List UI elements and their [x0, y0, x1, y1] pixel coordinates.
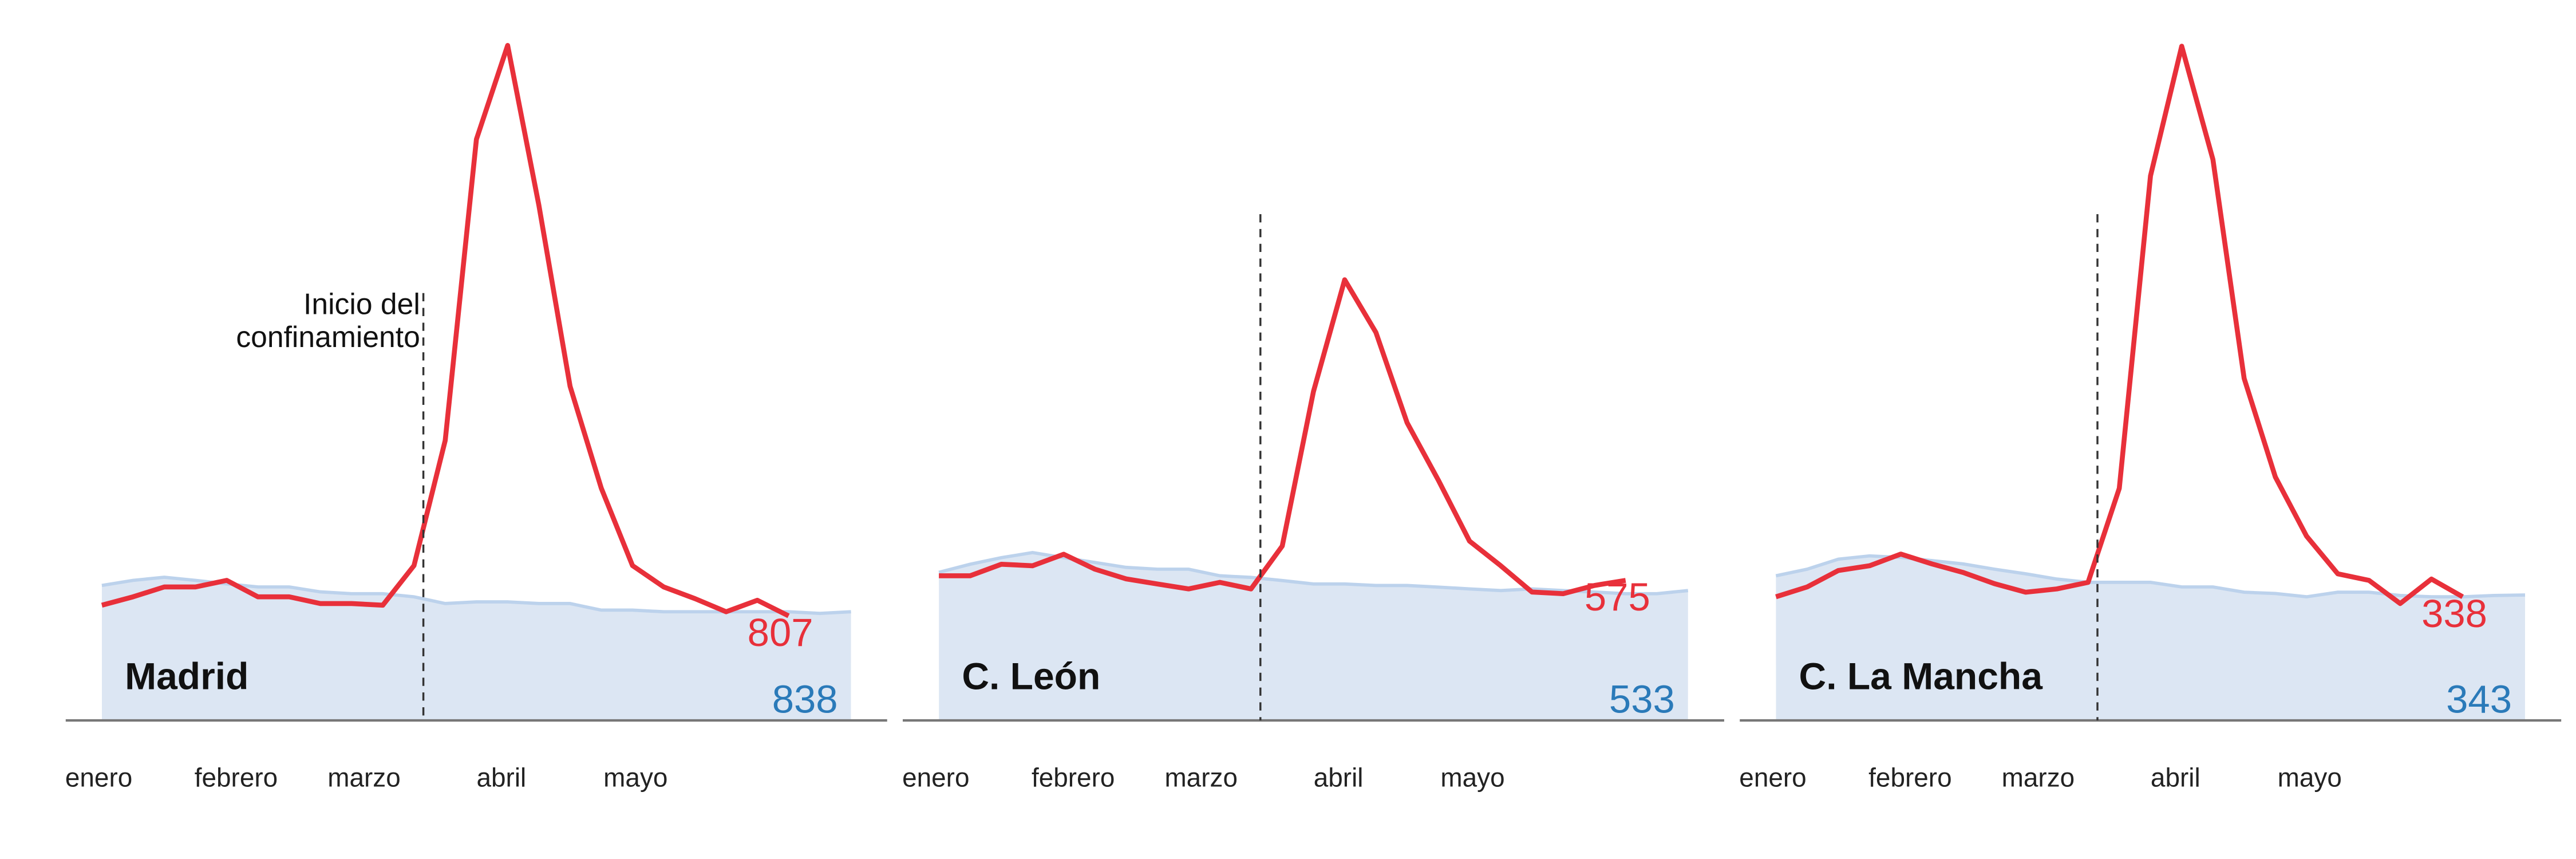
x-tick-label: marzo [1164, 762, 1238, 792]
value-label: 338 [2421, 592, 2487, 636]
x-tick-label: abril [2151, 762, 2200, 792]
value-label: 575 [1585, 575, 1650, 619]
area [939, 552, 1688, 720]
x-tick-label: marzo [2002, 762, 2075, 792]
area-edge [1775, 554, 2526, 599]
value-label: 343 [2446, 677, 2512, 722]
area-edge [938, 551, 1689, 596]
value-label: 807 [748, 610, 813, 655]
x-tick-label: enero [902, 762, 969, 792]
annotation: confinamiento [236, 320, 420, 353]
line [1775, 44, 2464, 606]
x-tick-label: mayo [1440, 762, 1504, 792]
x-tick-label: mayo [2278, 762, 2342, 792]
x-tick-label: febrero [1868, 762, 1951, 792]
x-tick-label: febrero [1032, 762, 1115, 792]
area [1776, 555, 2526, 720]
x-tick-label: abril [1314, 762, 1364, 792]
x-tick-label: febrero [195, 762, 278, 792]
area [101, 577, 851, 720]
panel-title: C. León [962, 655, 1100, 698]
value-label: 838 [772, 677, 838, 722]
line [101, 42, 790, 618]
x-tick-label: marzo [327, 762, 401, 792]
x-tick-label: enero [65, 762, 132, 792]
x-tick-label: abril [477, 762, 527, 792]
line [939, 277, 1626, 597]
value-label: 533 [1609, 677, 1675, 722]
panel-title: Madrid [125, 655, 248, 698]
x-tick-label: enero [1739, 762, 1806, 792]
x-tick-label: mayo [603, 762, 667, 792]
annotation: Inicio del [303, 287, 420, 320]
panel-title: C. La Mancha [1799, 655, 2044, 698]
